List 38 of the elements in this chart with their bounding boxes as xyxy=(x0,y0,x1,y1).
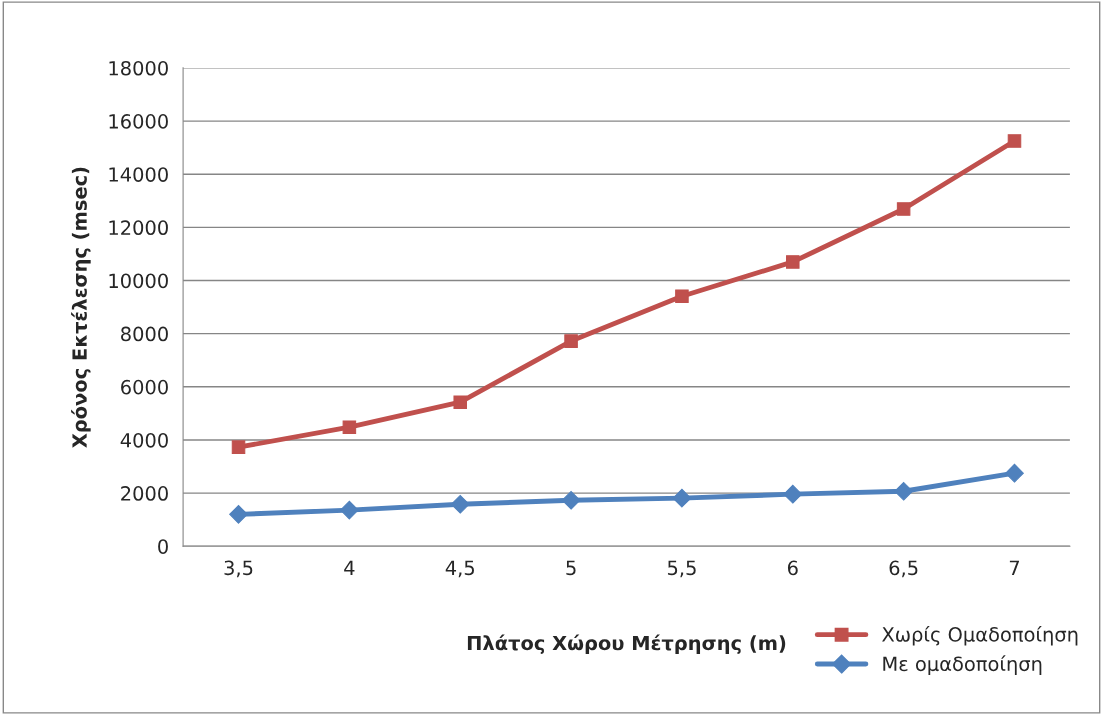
y-tick-label: 4000 xyxy=(120,432,168,448)
y-axis-title: Χρόνος Εκτέλεσης (msec) xyxy=(71,167,91,448)
point xyxy=(450,494,470,514)
y-tick-label: 2000 xyxy=(121,486,168,501)
x-axis-title: Πλάτος Χώρου Μέτρησης (m) xyxy=(467,634,786,655)
y-tick-label: 0 xyxy=(158,539,168,554)
y-tick-label: 12000 xyxy=(109,220,168,236)
point xyxy=(1005,463,1024,483)
point xyxy=(340,500,359,520)
point xyxy=(672,488,692,508)
y-tick-label: 14000 xyxy=(109,167,168,182)
point xyxy=(1007,134,1022,148)
legend-label: Με ομαδοποίηση xyxy=(883,655,1042,675)
x-tick-label: 4 xyxy=(344,560,355,575)
x-tick-label: 3,5 xyxy=(224,560,253,578)
y-tick-label: 6000 xyxy=(121,379,168,395)
point xyxy=(675,289,689,303)
point xyxy=(564,334,578,348)
point xyxy=(453,395,467,409)
point xyxy=(561,490,581,510)
point xyxy=(894,481,913,501)
legend-label: Χωρίς Ομαδοποίηση xyxy=(882,625,1078,646)
x-tick-label: 6,5 xyxy=(889,560,918,578)
point xyxy=(783,484,803,504)
y-tick-label: 18000 xyxy=(109,60,168,76)
point xyxy=(896,202,911,216)
point xyxy=(231,440,246,454)
point xyxy=(786,255,800,269)
x-tick-label: 5,5 xyxy=(667,560,696,578)
point xyxy=(342,420,357,434)
x-tick-label: 6 xyxy=(787,560,798,576)
y-tick-label: 10000 xyxy=(109,273,168,289)
y-tick-label: 8000 xyxy=(121,326,168,342)
x-tick-label: 7 xyxy=(1009,560,1020,575)
x-tick-label: 5 xyxy=(566,560,576,576)
x-tick-label: 4,5 xyxy=(445,560,474,578)
point xyxy=(229,505,248,524)
y-tick-label: 16000 xyxy=(109,114,168,129)
